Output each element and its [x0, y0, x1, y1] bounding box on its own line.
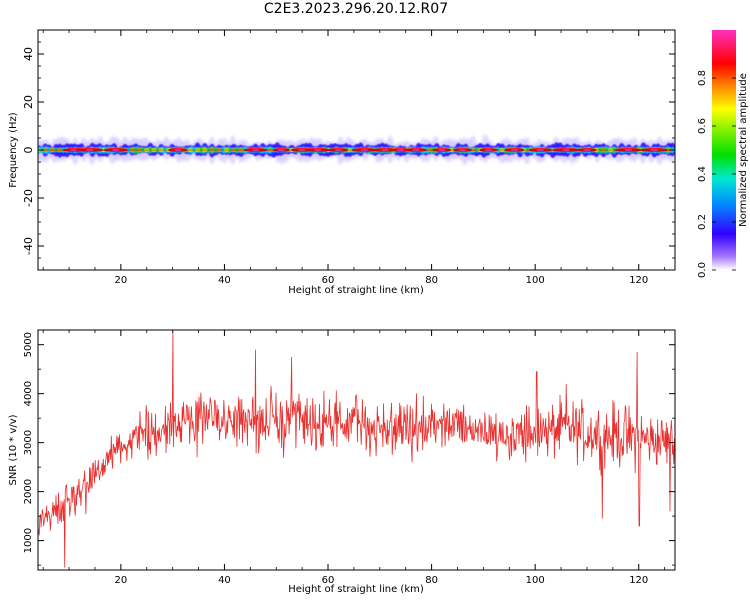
y-tick-label: -40 [22, 237, 35, 255]
snr-frame [37, 329, 676, 571]
y-tick-label: -20 [22, 189, 35, 207]
y-tick-label: 0 [22, 147, 35, 154]
spectrogram-x-ticks: 20 40 60 80 100 120 [42, 30, 666, 286]
snr-y-label: SNR (10 * v/v) [8, 414, 19, 485]
colorbar-tick-label: 0.2 [697, 214, 708, 230]
y-tick-label: 2000 [23, 479, 34, 504]
x-tick-label: 60 [322, 575, 335, 586]
x-tick-label: 40 [218, 275, 231, 286]
spectrogram-panel: 20 40 60 80 100 120 -40 -20 0 20 40 Height of str… [8, 29, 676, 296]
y-tick-label: 1000 [23, 528, 34, 553]
x-tick-label: 120 [629, 575, 648, 586]
x-tick-label: 120 [629, 275, 648, 286]
x-tick-label: 80 [425, 275, 438, 286]
colorbar-label: Normalized spectral amplitude [738, 73, 749, 227]
spectrogram-heatmap [38, 134, 675, 166]
x-tick-label: 20 [114, 275, 127, 286]
spectrogram-x-label: Height of straight line (km) [288, 285, 424, 296]
spectrogram-y-ticks: -40 -20 0 20 40 [22, 29, 675, 271]
colorbar-tick-label: 0.8 [697, 70, 708, 86]
x-tick-label: 60 [322, 275, 335, 286]
y-tick-label: 4000 [23, 381, 34, 406]
y-tick-label: 3000 [23, 430, 34, 455]
figure-title: C2E3.2023.296.20.12.R07 [263, 1, 449, 17]
y-tick-label: 20 [22, 95, 35, 109]
y-tick-label: 5000 [23, 332, 34, 357]
x-tick-label: 40 [218, 575, 231, 586]
colorbar-ticks: 0.0 0.2 0.4 0.6 0.8 [697, 70, 736, 278]
x-tick-label: 100 [526, 275, 545, 286]
colorbar-gradient [712, 30, 736, 270]
snr-x-label: Height of straight line (km) [288, 584, 424, 595]
snr-series-line [38, 330, 675, 568]
spectrogram-y-label: Frequency (Hz) [8, 112, 19, 188]
colorbar: 0.0 0.2 0.4 0.6 0.8 Normalized spectral ampl… [697, 30, 749, 278]
y-tick-label: 40 [22, 47, 35, 61]
colorbar-tick-label: 0.4 [697, 166, 708, 182]
colorbar-tick-label: 0.6 [697, 118, 708, 134]
snr-panel: 20 40 60 80 100 120 1000 2000 3000 4000 5000 Heig… [8, 329, 676, 595]
x-tick-label: 80 [425, 575, 438, 586]
snr-x-ticks: 20 40 60 80 100 120 [42, 330, 666, 586]
x-tick-label: 20 [114, 575, 127, 586]
x-tick-label: 100 [526, 575, 545, 586]
colorbar-tick-label: 0.0 [697, 262, 708, 278]
snr-y-ticks: 1000 2000 3000 4000 5000 [23, 332, 675, 566]
